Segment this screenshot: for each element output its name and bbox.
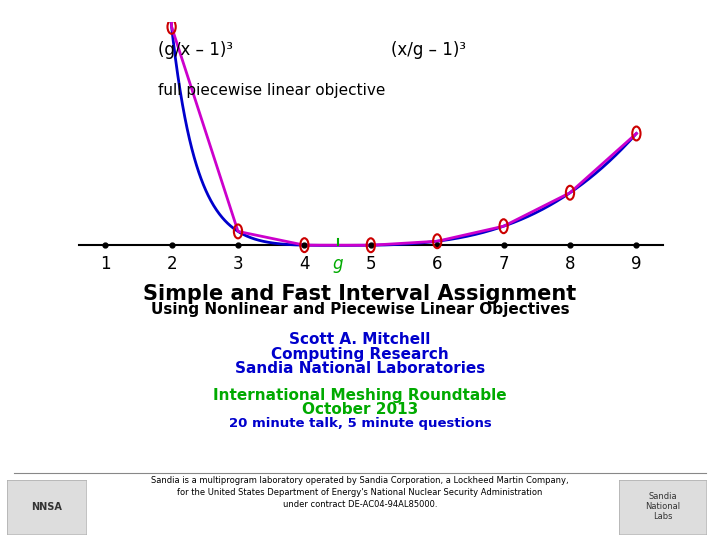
Text: 1: 1 <box>100 255 110 273</box>
Text: Sandia
National
Labs: Sandia National Labs <box>645 491 680 522</box>
Text: NNSA: NNSA <box>32 502 62 511</box>
Text: International Meshing Roundtable: International Meshing Roundtable <box>213 388 507 403</box>
Text: 5: 5 <box>366 255 376 273</box>
Text: 7: 7 <box>498 255 509 273</box>
Text: 3: 3 <box>233 255 243 273</box>
Text: Sandia National Laboratories: Sandia National Laboratories <box>235 361 485 376</box>
Text: Simple and Fast Interval Assignment: Simple and Fast Interval Assignment <box>143 284 577 303</box>
Text: 4: 4 <box>299 255 310 273</box>
Text: 20 minute talk, 5 minute questions: 20 minute talk, 5 minute questions <box>229 417 491 430</box>
Text: 9: 9 <box>631 255 642 273</box>
Text: Scott A. Mitchell: Scott A. Mitchell <box>289 332 431 347</box>
Text: Sandia is a multiprogram laboratory operated by Sandia Corporation, a Lockheed M: Sandia is a multiprogram laboratory oper… <box>151 476 569 509</box>
Text: 6: 6 <box>432 255 443 273</box>
Text: g: g <box>333 255 343 273</box>
Text: 8: 8 <box>564 255 575 273</box>
Text: (g/x – 1)³: (g/x – 1)³ <box>158 40 233 58</box>
Text: Computing Research: Computing Research <box>271 347 449 362</box>
Text: October 2013: October 2013 <box>302 402 418 417</box>
Text: (x/g – 1)³: (x/g – 1)³ <box>391 40 466 58</box>
Text: Using Nonlinear and Piecewise Linear Objectives: Using Nonlinear and Piecewise Linear Obj… <box>150 302 570 318</box>
Text: full piecewise linear objective: full piecewise linear objective <box>158 84 386 98</box>
Text: 2: 2 <box>166 255 177 273</box>
